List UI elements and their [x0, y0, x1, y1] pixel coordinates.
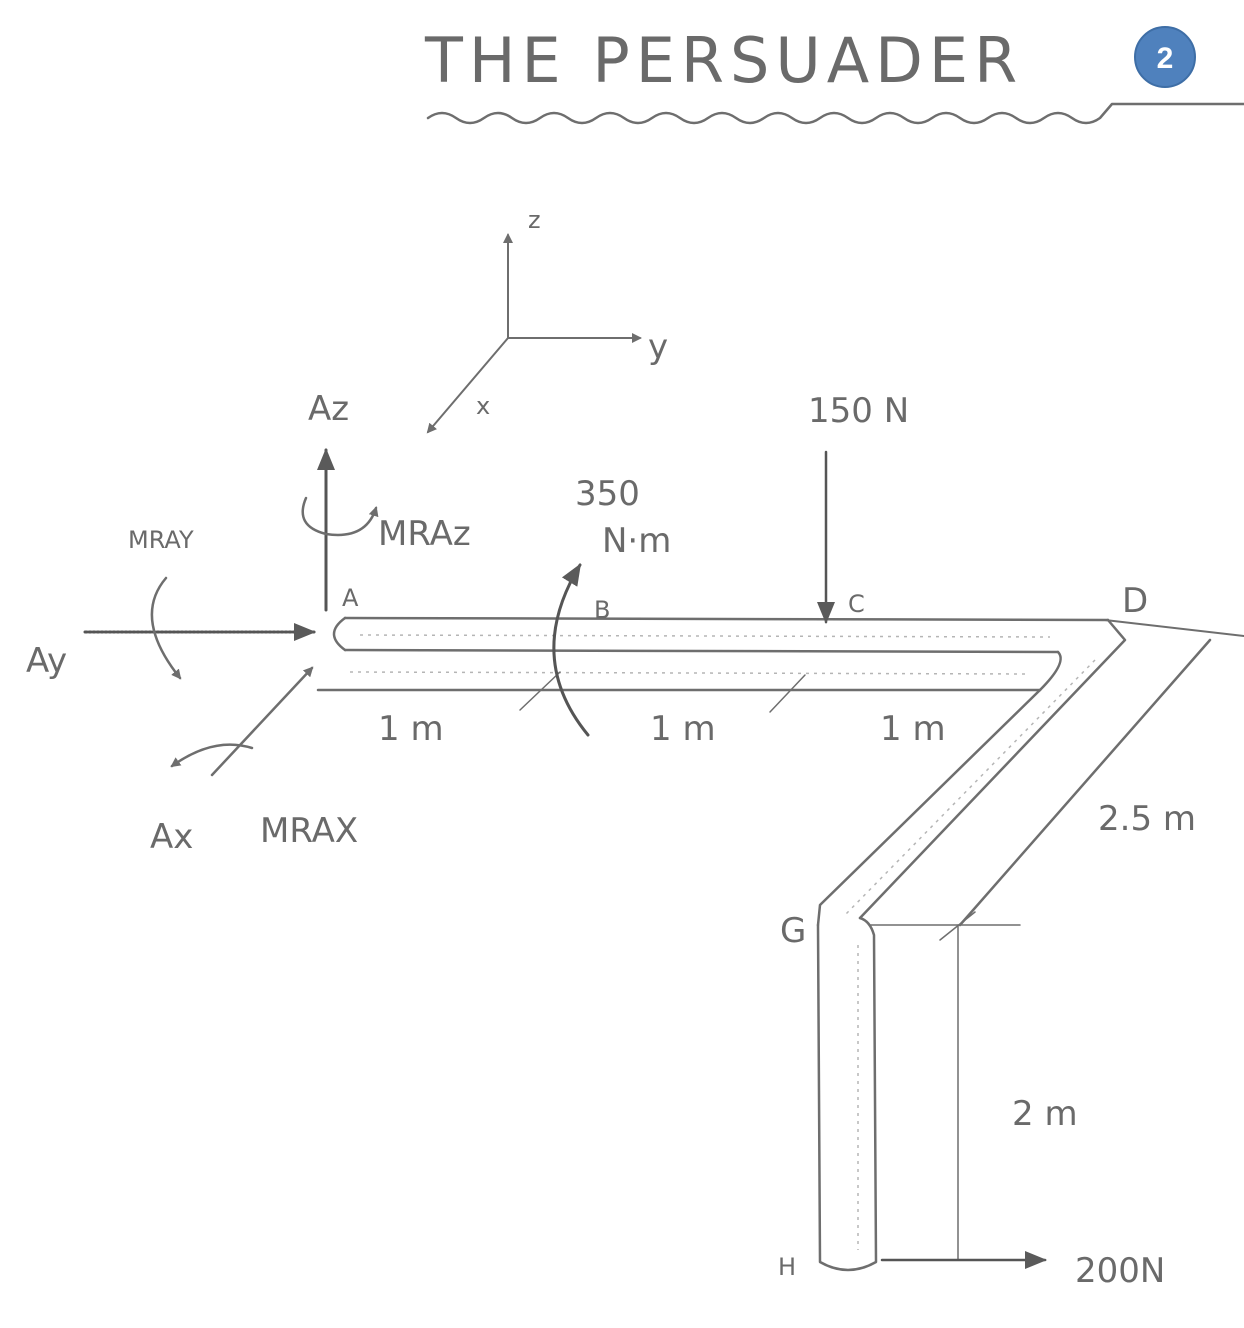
page-number-badge: 2	[1134, 26, 1196, 88]
y-axis-label: y	[648, 327, 668, 367]
title-wavy-underline	[426, 102, 1244, 125]
point-h-label: H	[778, 1253, 796, 1281]
dimension-cd-label: 1 m	[880, 709, 946, 749]
x-axis-label: x	[476, 392, 490, 420]
member-dg	[816, 618, 1212, 927]
moment-mray: MRAY	[128, 526, 194, 680]
moment-mray-label: MRAY	[128, 526, 194, 554]
point-b-label: B	[594, 596, 610, 624]
beam-ad	[316, 616, 1244, 692]
reaction-az-label: Az	[308, 389, 349, 429]
dimension-ab-label: 1 m	[378, 709, 444, 749]
point-g-label: G	[780, 911, 806, 951]
coordinate-axes: z y x	[426, 206, 668, 434]
force-h-label: 200N	[1075, 1251, 1165, 1291]
moment-mrax: MRAX	[170, 743, 358, 851]
dimension-dg-label: 2.5 m	[1098, 799, 1196, 839]
reaction-ay-label: Ay	[26, 641, 67, 681]
force-c: 150 N	[808, 391, 909, 624]
dimension-bc-label: 1 m	[650, 709, 716, 749]
moment-mraz: MRAz	[301, 496, 471, 554]
reaction-ax-label: Ax	[150, 817, 193, 857]
dimension-gh-label: 2 m	[1012, 1094, 1078, 1134]
couple-b: 350 N·m	[552, 474, 671, 737]
svg-text:2: 2	[1157, 42, 1174, 75]
member-gh	[816, 916, 878, 1272]
reaction-ay-arrow: Ay	[26, 623, 316, 681]
z-axis-label: z	[528, 206, 541, 234]
dimension-lines	[519, 671, 1021, 1261]
couple-b-value: 350	[575, 474, 640, 514]
reaction-az-arrow: Az	[308, 389, 349, 612]
reaction-ax-arrow: Ax	[150, 666, 314, 857]
force-h: 200N	[880, 1251, 1165, 1291]
point-a-label: A	[342, 584, 359, 612]
force-c-label: 150 N	[808, 391, 909, 431]
moment-mrax-label: MRAX	[260, 811, 358, 851]
couple-b-unit: N·m	[602, 521, 671, 561]
point-d-label: D	[1122, 581, 1148, 621]
moment-mraz-label: MRAz	[378, 514, 471, 554]
point-c-label: C	[848, 590, 865, 618]
page-title: THE PERSUADER	[424, 24, 1023, 97]
